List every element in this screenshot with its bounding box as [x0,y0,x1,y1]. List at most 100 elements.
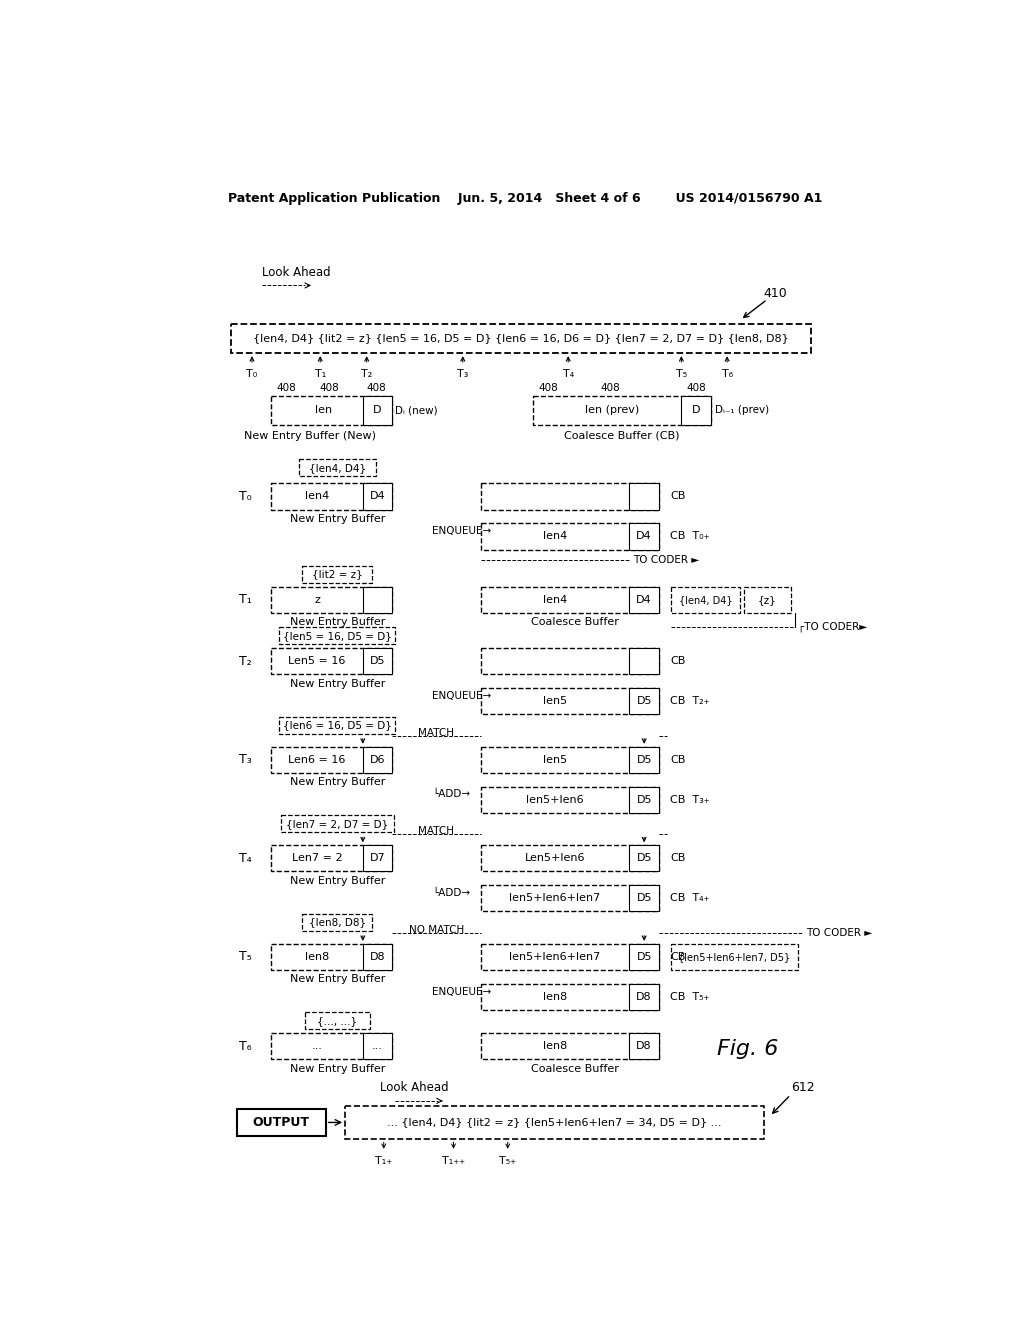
Text: 408: 408 [539,383,558,393]
Text: {z}: {z} [758,594,777,605]
Text: T₆: T₆ [722,370,732,379]
Bar [480,747,658,774]
Text: CB: CB [671,755,686,764]
Bar [271,396,392,425]
Bar [362,944,392,970]
Bar [362,845,392,871]
Bar [299,459,376,477]
Bar [630,747,658,774]
Bar [305,1012,370,1030]
Text: 408: 408 [367,383,386,393]
Bar [480,524,658,549]
Text: {len4, D4}: {len4, D4} [308,463,366,473]
Bar [480,983,658,1010]
Bar [271,586,392,612]
Text: CB  T₂₊: CB T₂₊ [671,696,710,706]
Bar [345,1106,764,1139]
Bar [630,944,658,970]
Text: D4: D4 [636,532,652,541]
Text: TO CODER ►: TO CODER ► [806,928,872,939]
Text: {len4, D4}: {len4, D4} [679,594,732,605]
Bar [280,627,395,644]
Bar [532,396,711,425]
Bar [282,816,394,832]
Text: ENQUEUE→: ENQUEUE→ [432,690,492,701]
Bar [630,524,658,549]
Text: ENQUEUE→: ENQUEUE→ [432,986,492,997]
Text: NO MATCH: NO MATCH [409,925,464,935]
Bar [480,586,658,612]
Bar [362,396,392,425]
Bar [271,845,392,871]
Text: CB  T₃₊: CB T₃₊ [671,795,710,805]
Text: T₁: T₁ [314,370,326,379]
Text: New Entry Buffer: New Entry Buffer [290,777,385,787]
Bar [630,787,658,813]
Text: len (prev): len (prev) [586,405,640,416]
Text: T₄: T₄ [240,851,252,865]
Text: {..., ...}: {..., ...} [317,1016,357,1026]
Bar [362,747,392,774]
Text: len8: len8 [543,991,567,1002]
Text: len4: len4 [543,594,567,605]
Text: T₃: T₃ [457,370,469,379]
Text: ...: ... [311,1041,323,1051]
Text: len8: len8 [305,952,330,962]
Text: Dᵢ₋₁ (prev): Dᵢ₋₁ (prev) [716,405,770,416]
Text: New Entry Buffer: New Entry Buffer [290,974,385,985]
Text: D8: D8 [636,991,652,1002]
Text: T₁₊₊: T₁₊₊ [442,1156,465,1166]
Text: D5: D5 [636,795,652,805]
Bar [302,913,372,931]
Bar [630,845,658,871]
Bar [630,886,658,911]
Bar [630,586,658,612]
Bar [480,886,658,911]
Bar [480,483,658,510]
Text: Len7 = 2: Len7 = 2 [292,853,342,863]
Bar [671,944,799,970]
Text: T₅: T₅ [676,370,687,379]
Text: D8: D8 [370,952,385,962]
Text: Look Ahead: Look Ahead [262,265,331,279]
Text: Dᵢ (new): Dᵢ (new) [395,405,438,416]
Text: 408: 408 [319,383,339,393]
Text: {len8, D8}: {len8, D8} [308,917,366,927]
Text: T₆: T₆ [240,1040,252,1053]
Text: D: D [374,405,382,416]
Bar [362,586,392,612]
Text: T₅₊: T₅₊ [500,1156,516,1166]
Bar [271,648,392,675]
Text: T₁: T₁ [240,593,252,606]
Bar [480,787,658,813]
Text: len4: len4 [305,491,330,502]
Text: D5: D5 [370,656,385,667]
Bar [630,483,658,510]
Text: D5: D5 [636,696,652,706]
Bar [630,1034,658,1059]
Text: D5: D5 [636,755,652,764]
Text: T₃: T₃ [240,754,252,767]
Bar [362,1034,392,1059]
Text: 408: 408 [686,383,706,393]
Text: D6: D6 [370,755,385,764]
Text: D5: D5 [636,894,652,903]
Bar [271,944,392,970]
Text: └ADD→: └ADD→ [432,789,470,800]
Bar [231,323,811,354]
Text: Fig. 6: Fig. 6 [718,1039,778,1059]
Text: 612: 612 [791,1081,814,1093]
Text: D7: D7 [370,853,385,863]
Text: Coalesce Buffer (CB): Coalesce Buffer (CB) [564,430,680,441]
Bar [480,1034,658,1059]
Text: len5: len5 [543,755,567,764]
Text: OUTPUT: OUTPUT [252,1115,309,1129]
Bar [480,688,658,714]
Text: ... {len4, D4} {lit2 = z} {len5+len6+len7 = 34, D5 = D} ...: ... {len4, D4} {lit2 = z} {len5+len6+len… [387,1118,722,1127]
Text: Len6 = 16: Len6 = 16 [289,755,346,764]
Text: len4: len4 [543,532,567,541]
Text: T₀: T₀ [247,370,258,379]
Text: len8: len8 [543,1041,567,1051]
Text: T₂: T₂ [240,655,252,668]
Text: 408: 408 [276,383,297,393]
